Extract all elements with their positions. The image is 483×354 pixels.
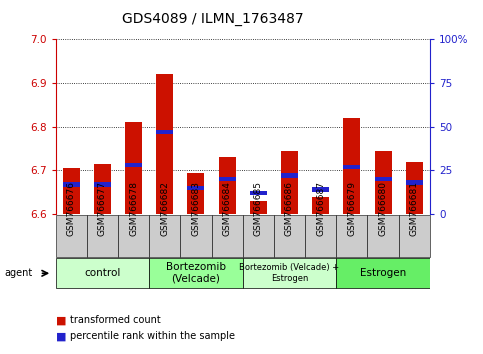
Bar [374,151,392,214]
Text: Bortezomib
(Velcade): Bortezomib (Velcade) [166,262,226,284]
Bar [312,197,329,214]
FancyBboxPatch shape [305,215,336,257]
FancyBboxPatch shape [149,258,242,287]
Bar [281,151,298,214]
FancyBboxPatch shape [149,215,180,257]
FancyBboxPatch shape [242,258,336,287]
Text: GSM766676: GSM766676 [67,181,76,236]
Bar [343,118,360,214]
Bar [218,157,236,214]
Bar [156,130,173,134]
Bar [63,168,80,214]
Text: GSM766685: GSM766685 [254,181,263,236]
Text: GSM766679: GSM766679 [347,181,356,236]
Text: GSM766687: GSM766687 [316,181,325,236]
FancyBboxPatch shape [56,258,149,287]
Text: GSM766684: GSM766684 [223,181,232,236]
FancyBboxPatch shape [56,215,87,257]
Text: Estrogen: Estrogen [360,268,406,278]
Text: transformed count: transformed count [70,315,161,325]
Bar [374,177,392,181]
Bar [94,182,111,187]
Bar [406,162,423,214]
FancyBboxPatch shape [336,215,368,257]
Bar [250,201,267,214]
Bar [187,186,204,190]
Text: ■: ■ [56,315,66,325]
Bar [187,172,204,214]
Bar [94,164,111,214]
FancyBboxPatch shape [274,215,305,257]
Text: GSM766677: GSM766677 [98,181,107,236]
Text: GSM766681: GSM766681 [410,181,419,236]
Text: control: control [84,268,121,278]
Text: GSM766686: GSM766686 [285,181,294,236]
FancyBboxPatch shape [118,215,149,257]
Bar [125,122,142,214]
Text: agent: agent [5,268,33,278]
Text: GSM766682: GSM766682 [160,181,169,236]
FancyBboxPatch shape [212,215,242,257]
Bar [218,177,236,181]
Bar [63,182,80,187]
FancyBboxPatch shape [242,215,274,257]
FancyBboxPatch shape [368,215,398,257]
Bar [125,163,142,167]
FancyBboxPatch shape [180,215,212,257]
Text: percentile rank within the sample: percentile rank within the sample [70,331,235,341]
Bar [312,188,329,192]
Bar [281,173,298,178]
FancyBboxPatch shape [87,215,118,257]
Bar [250,191,267,195]
Bar [156,74,173,214]
Text: ■: ■ [56,331,66,341]
Bar [406,181,423,185]
Text: GSM766683: GSM766683 [191,181,200,236]
Text: GSM766680: GSM766680 [379,181,387,236]
Text: Bortezomib (Velcade) +
Estrogen: Bortezomib (Velcade) + Estrogen [240,263,340,282]
Text: GSM766678: GSM766678 [129,181,138,236]
FancyBboxPatch shape [398,215,430,257]
Text: GDS4089 / ILMN_1763487: GDS4089 / ILMN_1763487 [122,12,303,27]
Bar [343,165,360,169]
FancyBboxPatch shape [336,258,430,287]
